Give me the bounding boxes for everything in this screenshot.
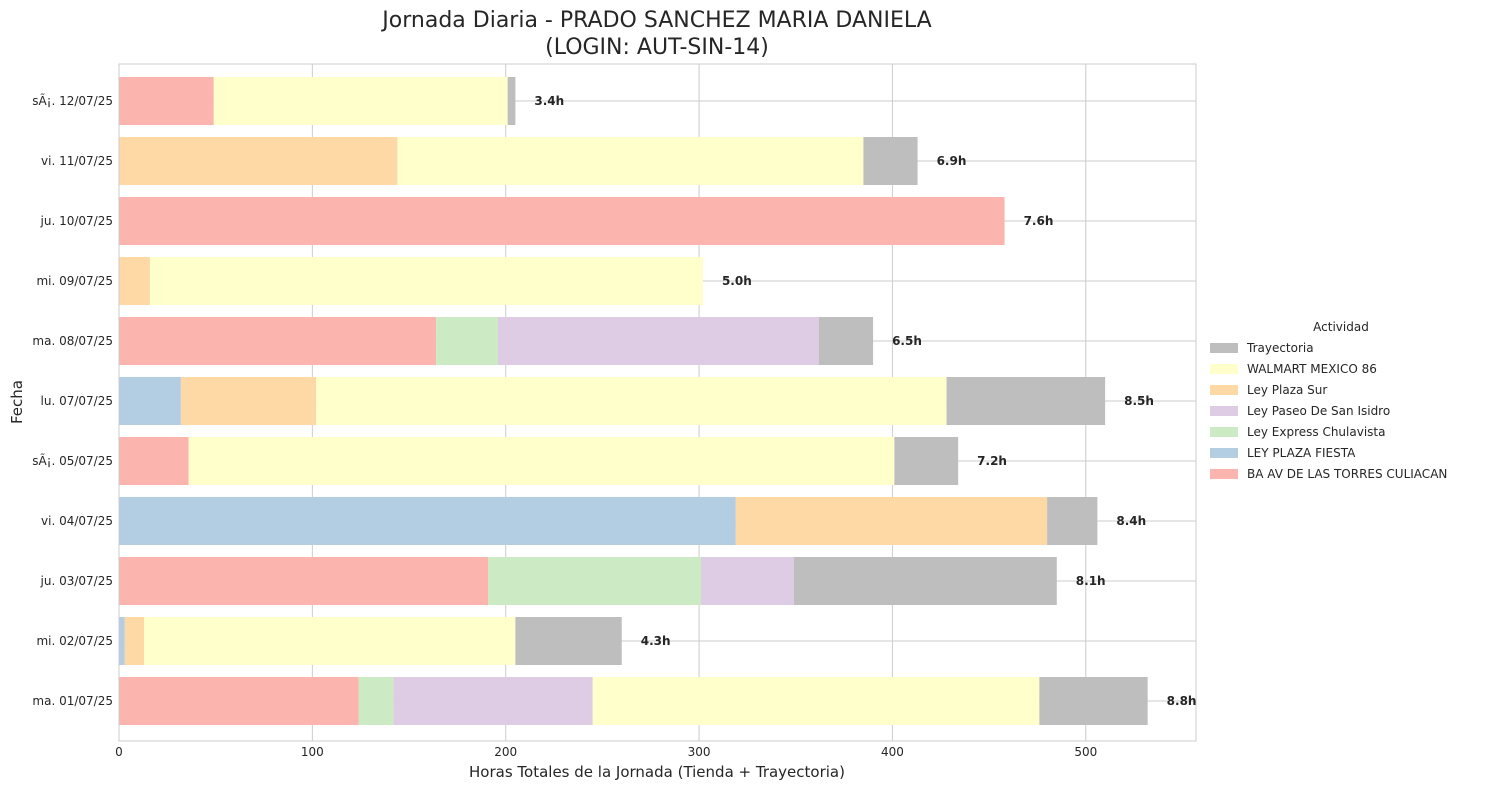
legend-swatch bbox=[1210, 364, 1238, 374]
bar-segment: WALMART MEXICO 86 — sÃ¡. 05/07/25: 365 bbox=[188, 437, 895, 485]
x-tick-label: 500 bbox=[1074, 745, 1097, 759]
bar-segment: BA AV DE LAS TORRES CULIACAN — ju. 10/07… bbox=[119, 197, 1005, 245]
x-tick-label: 200 bbox=[494, 745, 517, 759]
bars-layer: BA AV DE LAS TORRES CULIACAN — ma. 01/07… bbox=[119, 77, 1148, 725]
bar-segment: LEY PLAZA FIESTA — vi. 04/07/25: 319 bbox=[119, 497, 736, 545]
total-hours-label: 5.0h bbox=[722, 274, 752, 288]
bar-segment: Ley Paseo De San Isidro — ma. 08/07/25: … bbox=[497, 317, 819, 365]
bar-segment: Trayectoria — ma. 01/07/25: 56 bbox=[1039, 677, 1148, 725]
y-tick-label: ju. 03/07/25 bbox=[40, 574, 113, 588]
legend-entry-label: LEY PLAZA FIESTA bbox=[1247, 446, 1356, 460]
legend-entry-label: BA AV DE LAS TORRES CULIACAN bbox=[1247, 467, 1447, 481]
bar-segment: Trayectoria — ju. 03/07/25: 136 bbox=[793, 557, 1057, 605]
bar-segment: Ley Paseo De San Isidro — ju. 03/07/25: … bbox=[701, 557, 794, 605]
bar-segment: Trayectoria — ma. 08/07/25: 28 bbox=[818, 317, 874, 365]
bar-segment: Ley Express Chulavista — ju. 03/07/25: 1… bbox=[488, 557, 702, 605]
bar-segment: BA AV DE LAS TORRES CULIACAN — ma. 08/07… bbox=[119, 317, 437, 365]
legend-entry-label: Ley Paseo De San Isidro bbox=[1247, 404, 1390, 418]
bar-segment: BA AV DE LAS TORRES CULIACAN — ju. 03/07… bbox=[119, 557, 489, 605]
y-tick-labels: ma. 01/07/25 mi. 02/07/25 ju. 03/07/25 vi. … bbox=[32, 93, 113, 708]
bar-segment: WALMART MEXICO 86 — mi. 09/07/25: 286 bbox=[149, 257, 703, 305]
legend-swatch bbox=[1210, 427, 1238, 437]
bar-segment: Ley Plaza Sur — vi. 11/07/25: 144 bbox=[119, 137, 398, 185]
bar-segment: Trayectoria — vi. 04/07/25: 26 bbox=[1047, 497, 1098, 545]
bar-segment: Trayectoria — lu. 07/07/25: 82 bbox=[946, 377, 1106, 425]
y-tick-label: ma. 01/07/25 bbox=[32, 694, 113, 708]
total-labels-layer: 8.8h 4.3h 8.1h 8.4h 7.2h 8.5h 6.5h 5.0h 7.6h 6.9h… bbox=[534, 94, 1196, 708]
total-hours-label: 8.5h bbox=[1124, 394, 1154, 408]
legend-swatch bbox=[1210, 448, 1238, 458]
x-axis-label: Horas Totales de la Jornada (Tienda + Tr… bbox=[469, 763, 845, 781]
legend-entry-label: Ley Express Chulavista bbox=[1247, 425, 1385, 439]
x-tick-labels: 0 100 200 300 400 500 bbox=[115, 745, 1097, 759]
y-tick-label: sÃ¡. 05/07/25 bbox=[32, 453, 113, 468]
y-tick-label: sÃ¡. 12/07/25 bbox=[32, 93, 113, 108]
bar-segment: Ley Plaza Sur — mi. 09/07/25: 16 bbox=[119, 257, 150, 305]
bar-segment: Ley Plaza Sur — lu. 07/07/25: 70 bbox=[180, 377, 317, 425]
legend-swatch bbox=[1210, 406, 1238, 416]
total-hours-label: 8.4h bbox=[1116, 514, 1146, 528]
bar-segment: Ley Express Chulavista — ma. 08/07/25: 3… bbox=[436, 317, 498, 365]
total-hours-label: 3.4h bbox=[534, 94, 564, 108]
x-tick-label: 300 bbox=[688, 745, 711, 759]
legend: Actividad Trayectoria WALMART MEXICO 86 Le… bbox=[1210, 320, 1447, 481]
y-tick-label: ju. 10/07/25 bbox=[40, 214, 113, 228]
legend-title: Actividad bbox=[1313, 320, 1369, 334]
legend-swatch bbox=[1210, 385, 1238, 395]
bar-segment: BA AV DE LAS TORRES CULIACAN — sÃ¡. 05/0… bbox=[119, 437, 189, 485]
y-tick-label: ma. 08/07/25 bbox=[32, 334, 113, 348]
bar-segment: WALMART MEXICO 86 — ma. 01/07/25: 231 bbox=[592, 677, 1040, 725]
total-hours-label: 4.3h bbox=[641, 634, 671, 648]
total-hours-label: 7.6h bbox=[1024, 214, 1054, 228]
bar-segment: Ley Plaza Sur — vi. 04/07/25: 161 bbox=[735, 497, 1048, 545]
bar-segment: BA AV DE LAS TORRES CULIACAN — sÃ¡. 12/0… bbox=[119, 77, 214, 125]
bar-segment: Trayectoria — sÃ¡. 12/07/25: 4 bbox=[507, 77, 516, 125]
plot-frame bbox=[118, 63, 1197, 742]
y-tick-label: mi. 09/07/25 bbox=[36, 274, 113, 288]
x-tick-label: 100 bbox=[301, 745, 324, 759]
y-tick-label: lu. 07/07/25 bbox=[41, 394, 113, 408]
bar-segment: WALMART MEXICO 86 — sÃ¡. 12/07/25: 152 bbox=[213, 77, 508, 125]
y-tick-label: vi. 04/07/25 bbox=[41, 514, 113, 528]
bar-segment: WALMART MEXICO 86 — mi. 02/07/25: 192 bbox=[144, 617, 516, 665]
total-hours-label: 8.1h bbox=[1076, 574, 1106, 588]
bar-segment: WALMART MEXICO 86 — vi. 11/07/25: 241 bbox=[397, 137, 864, 185]
bar-segment: Ley Paseo De San Isidro — ma. 01/07/25: … bbox=[393, 677, 593, 725]
bar-segment: WALMART MEXICO 86 — lu. 07/07/25: 326 bbox=[316, 377, 947, 425]
y-tick-label: vi. 11/07/25 bbox=[41, 154, 113, 168]
x-tick-label: 400 bbox=[881, 745, 904, 759]
chart-title-line-1: Jornada Diaria - PRADO SANCHEZ MARIA DAN… bbox=[380, 8, 931, 33]
bar-segment: LEY PLAZA FIESTA — lu. 07/07/25: 32 bbox=[119, 377, 181, 425]
total-hours-label: 6.9h bbox=[937, 154, 967, 168]
legend-swatch bbox=[1210, 469, 1238, 479]
legend-entry-label: Ley Plaza Sur bbox=[1247, 383, 1327, 397]
legend-entry-label: WALMART MEXICO 86 bbox=[1247, 362, 1377, 376]
bar-segment: Trayectoria — sÃ¡. 05/07/25: 33 bbox=[894, 437, 959, 485]
y-axis-label: Fecha bbox=[8, 380, 26, 424]
legend-swatch bbox=[1210, 343, 1238, 353]
total-hours-label: 8.8h bbox=[1167, 694, 1197, 708]
y-tick-label: mi. 02/07/25 bbox=[36, 634, 113, 648]
bar-segment: BA AV DE LAS TORRES CULIACAN — ma. 01/07… bbox=[119, 677, 359, 725]
x-tick-label: 0 bbox=[115, 745, 123, 759]
bar-segment: Ley Express Chulavista — ma. 01/07/25: 1… bbox=[358, 677, 394, 725]
legend-entry-label: Trayectoria bbox=[1246, 341, 1314, 355]
chart-title-line-2: (LOGIN: AUT-SIN-14) bbox=[545, 35, 769, 60]
bar-segment: LEY PLAZA FIESTA — mi. 02/07/25: 3 bbox=[119, 617, 125, 665]
bar-segment: Ley Plaza Sur — mi. 02/07/25: 10 bbox=[124, 617, 145, 665]
bar-segment: Trayectoria — mi. 02/07/25: 55 bbox=[515, 617, 622, 665]
total-hours-label: 7.2h bbox=[977, 454, 1007, 468]
total-hours-label: 6.5h bbox=[892, 334, 922, 348]
bar-segment: Trayectoria — vi. 11/07/25: 28 bbox=[863, 137, 918, 185]
